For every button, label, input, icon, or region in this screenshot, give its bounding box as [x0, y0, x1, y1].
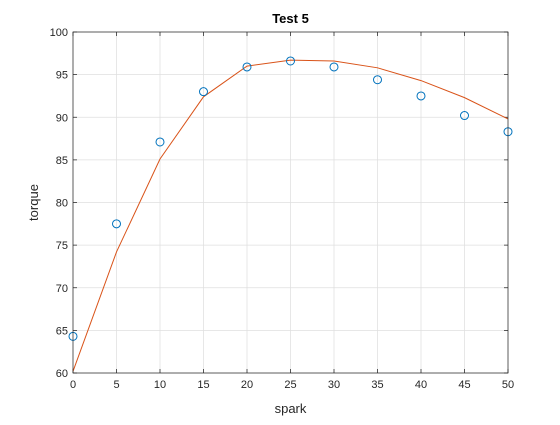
y-axis-label: torque — [26, 184, 41, 221]
data-point — [373, 75, 382, 85]
data-point — [242, 62, 252, 72]
x-tick-label: 25 — [284, 379, 296, 391]
x-tick-label: 50 — [502, 379, 514, 391]
x-tick-label: 20 — [241, 379, 253, 391]
plot-box — [72, 31, 509, 374]
x-tick-label: 30 — [328, 379, 340, 391]
data-point — [329, 62, 339, 72]
x-tick-label: 35 — [371, 379, 383, 391]
x-tick-label: 15 — [197, 379, 209, 391]
y-tick-label: 85 — [56, 155, 68, 167]
y-tick-label: 65 — [56, 325, 68, 337]
y-tick-label: 90 — [56, 112, 68, 124]
data-point — [286, 56, 295, 66]
data-point — [199, 87, 208, 97]
y-tick-label: 80 — [56, 198, 68, 210]
x-tick-label: 10 — [154, 379, 166, 391]
y-tick-label: 100 — [50, 27, 68, 39]
grid — [73, 32, 508, 373]
fit-line — [72, 59, 509, 372]
ticks — [72, 31, 509, 374]
tick-labels: 0 5 10 15 20 25 30 35 40 45 50 60 65 70 75 80 85 90 95 100 — [50, 27, 514, 391]
x-tick-label: 0 — [70, 379, 76, 391]
x-tick-label: 5 — [113, 379, 119, 391]
data-point — [112, 219, 121, 229]
data-point — [155, 137, 165, 147]
y-tick-label: 60 — [56, 368, 68, 380]
data-point — [460, 111, 469, 121]
x-tick-label: 45 — [458, 379, 470, 391]
chart-title: Test 5 — [272, 11, 309, 26]
y-tick-label: 75 — [56, 240, 68, 252]
x-axis-label: spark — [275, 401, 307, 416]
data-point — [416, 91, 426, 101]
x-tick-label: 40 — [415, 379, 427, 391]
y-tick-label: 95 — [56, 70, 68, 82]
y-tick-label: 70 — [56, 283, 68, 295]
